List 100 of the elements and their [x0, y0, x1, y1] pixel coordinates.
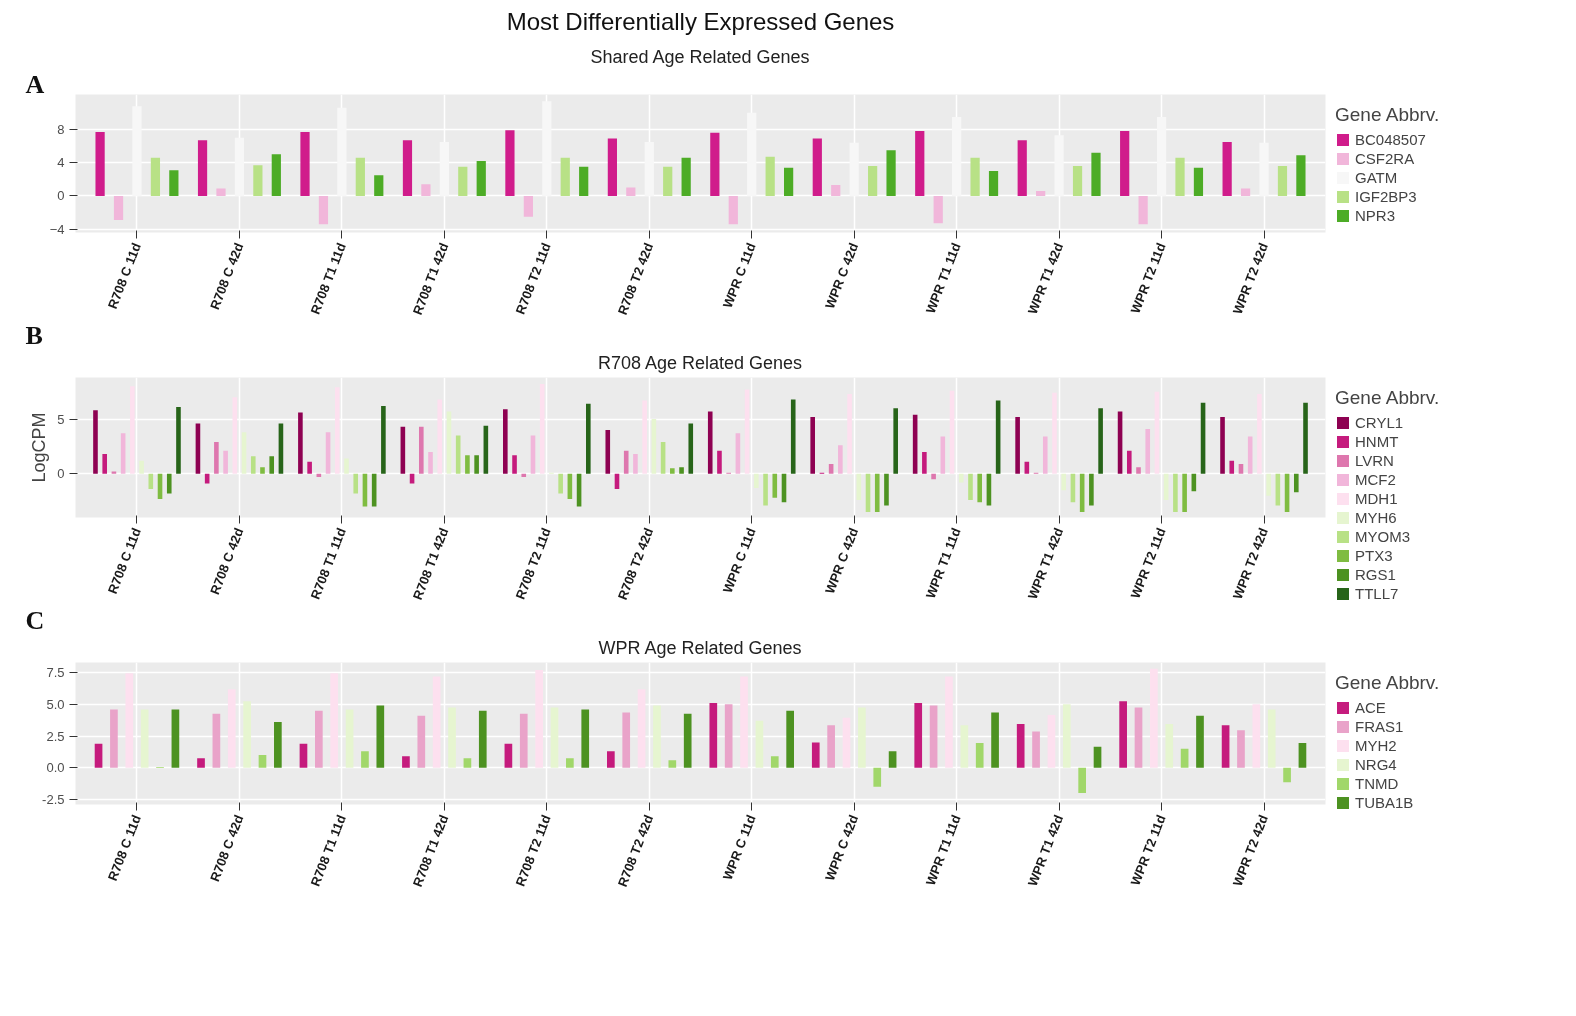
bar [1229, 460, 1235, 474]
bar [842, 717, 851, 768]
bar [1032, 731, 1040, 768]
bar [1293, 473, 1299, 493]
bar [812, 138, 822, 196]
bar [653, 705, 661, 768]
bar [1047, 715, 1056, 768]
x-tick-label: R708 T1 11d [307, 812, 349, 889]
bar [353, 473, 359, 494]
bar [1119, 701, 1127, 768]
bar [417, 715, 426, 768]
bar [1036, 190, 1046, 196]
bar [1072, 165, 1083, 196]
bar [560, 157, 570, 196]
legend-label: LVRN [1355, 452, 1394, 469]
y-tick-label: 4 [57, 155, 65, 171]
bar [166, 473, 172, 494]
legend-label: IGF2BP3 [1355, 188, 1417, 205]
x-tick-label: WPR T2 42d [1229, 240, 1272, 317]
bar [958, 473, 964, 483]
bar [1182, 473, 1187, 513]
text: B [25, 320, 43, 350]
bar [633, 454, 638, 474]
bar [212, 713, 221, 768]
bar [790, 399, 796, 474]
bar [931, 473, 936, 480]
bar [374, 175, 384, 196]
bar [968, 473, 973, 500]
x-tick-label: WPR T2 42d [1229, 812, 1272, 889]
x-tick-label: R708 T1 42d [409, 525, 452, 602]
bar [355, 157, 365, 196]
bar [258, 755, 267, 768]
bar [1237, 730, 1245, 768]
bar [581, 709, 590, 768]
bar [243, 701, 251, 768]
bar [1138, 195, 1148, 225]
bar [975, 743, 984, 768]
bar [274, 722, 282, 768]
x-tick-label: R708 C 11d [104, 240, 144, 311]
bar [810, 416, 815, 474]
bar [1165, 723, 1174, 768]
x-tick-label: WPR T1 42d [1024, 812, 1067, 889]
y-tick-label: −4 [49, 221, 65, 237]
bar [463, 758, 472, 768]
x-tick-label: R708 T2 11d [512, 812, 554, 889]
bar [437, 399, 443, 474]
x-tick-label: WPR T1 11d [922, 525, 964, 601]
x-tick-label: R708 T2 42d [614, 240, 657, 317]
bar [345, 709, 354, 768]
bar [856, 473, 862, 500]
x-tick-label: R708 C 42d [207, 812, 247, 884]
y-tick-label: 8 [57, 121, 65, 137]
bar [214, 442, 219, 474]
bar [1220, 416, 1225, 474]
chart-title: Most Differentially Expressed Genes [506, 7, 895, 35]
bar [858, 707, 866, 768]
bar [318, 195, 329, 225]
bar [893, 408, 898, 474]
bar [223, 450, 228, 474]
bar [683, 713, 692, 768]
text: C [25, 605, 45, 635]
legend-label: NPR3 [1355, 207, 1396, 224]
legend-label: PTX3 [1355, 547, 1393, 564]
bar [260, 467, 265, 474]
bar [884, 473, 889, 506]
bar [1052, 392, 1057, 474]
bar [1277, 165, 1288, 196]
bar [448, 707, 456, 768]
x-tick-label: WPR C 42d [822, 525, 862, 596]
x-tick-label: R708 T1 11d [307, 525, 349, 602]
bar [315, 710, 323, 768]
x-tick-label: WPR T1 11d [922, 240, 964, 316]
legend-label: RGS1 [1355, 566, 1396, 583]
legend-label: MYOM3 [1355, 528, 1411, 545]
bar [1196, 715, 1204, 768]
bar [521, 473, 527, 478]
legend-label: ACE [1355, 699, 1386, 716]
bar [915, 131, 925, 196]
bar [922, 451, 927, 474]
bar [458, 166, 468, 196]
legend-label: CSF2RA [1355, 150, 1415, 167]
legend-label: TNMD [1355, 775, 1399, 792]
bar [622, 712, 631, 768]
y-tick-label: 5 [57, 411, 65, 427]
bar [197, 140, 208, 196]
bar [523, 195, 533, 217]
bar [707, 411, 713, 474]
bar [668, 760, 677, 768]
bar [642, 400, 647, 474]
bar [402, 140, 413, 196]
chart-subtitle: Shared Age Related Genes [590, 46, 810, 67]
bar [945, 676, 953, 768]
y-tick-label: 7.5 [46, 665, 65, 681]
bar [605, 430, 611, 474]
x-tick-label: WPR T2 11d [1127, 525, 1169, 601]
bar [1042, 436, 1048, 474]
chart-title: R708 Age Related Genes [597, 352, 803, 373]
text: A [25, 69, 45, 99]
x-tick-label: R708 T2 11d [512, 525, 554, 602]
x-tick-label: WPR T1 11d [922, 812, 964, 888]
